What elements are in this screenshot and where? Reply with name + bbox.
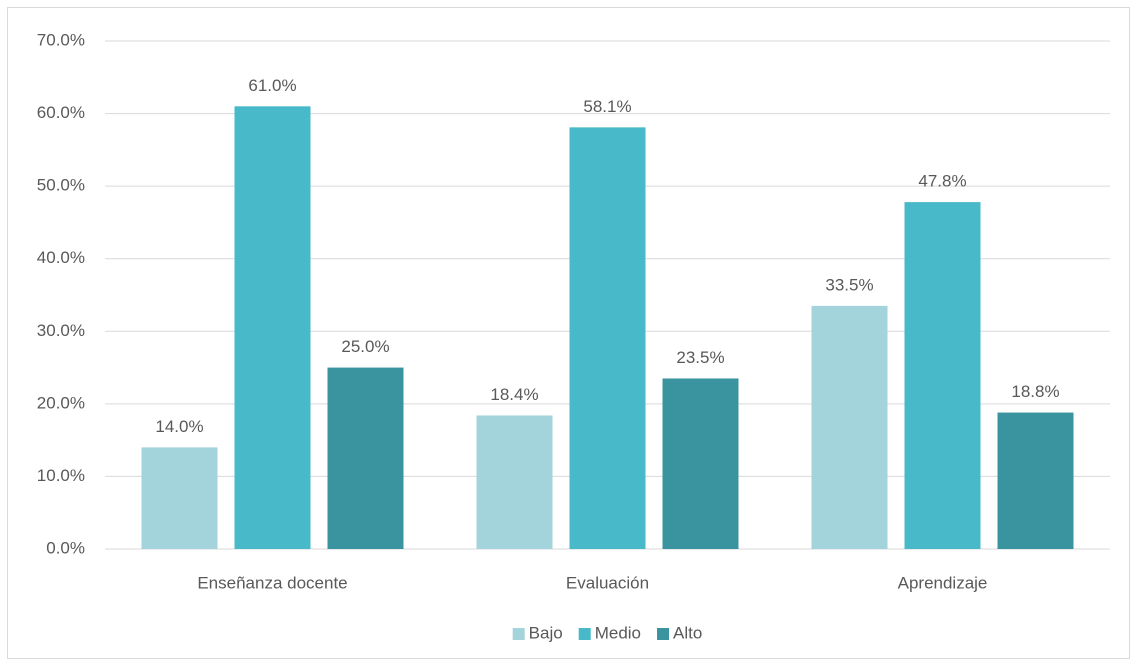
x-tick-label: Enseñanza docente: [197, 573, 347, 592]
y-tick-label: 0.0%: [46, 538, 85, 557]
data-label: 18.4%: [490, 385, 538, 404]
bar: [234, 106, 311, 550]
data-label: 23.5%: [676, 348, 724, 367]
y-tick-label: 30.0%: [37, 321, 85, 340]
y-tick-label: 60.0%: [37, 103, 85, 122]
data-label: 33.5%: [825, 275, 873, 294]
data-label: 61.0%: [248, 76, 296, 95]
bar: [997, 412, 1074, 549]
y-tick-label: 70.0%: [37, 30, 85, 49]
legend-swatch: [578, 628, 591, 640]
y-tick-label: 10.0%: [37, 466, 85, 485]
bar: [476, 415, 553, 549]
legend-label: Bajo: [529, 623, 563, 642]
legend-label: Medio: [595, 623, 641, 642]
x-tick-label: Evaluación: [566, 573, 649, 592]
data-label: 58.1%: [583, 97, 631, 116]
x-tick-label: Aprendizaje: [898, 573, 988, 592]
data-label: 47.8%: [918, 172, 966, 191]
y-tick-label: 40.0%: [37, 248, 85, 267]
y-tick-label: 20.0%: [37, 393, 85, 412]
legend-swatch: [512, 628, 525, 640]
bar: [327, 367, 404, 549]
bar: [141, 447, 218, 549]
bar: [662, 378, 739, 549]
legend-label: Alto: [673, 623, 702, 642]
data-label: 25.0%: [341, 337, 389, 356]
y-tick-label: 50.0%: [37, 176, 85, 195]
data-label: 18.8%: [1011, 382, 1059, 401]
legend-swatch: [657, 628, 670, 640]
data-label: 14.0%: [155, 417, 203, 436]
bar: [811, 305, 888, 549]
bar: [569, 127, 646, 550]
bar: [904, 202, 981, 549]
